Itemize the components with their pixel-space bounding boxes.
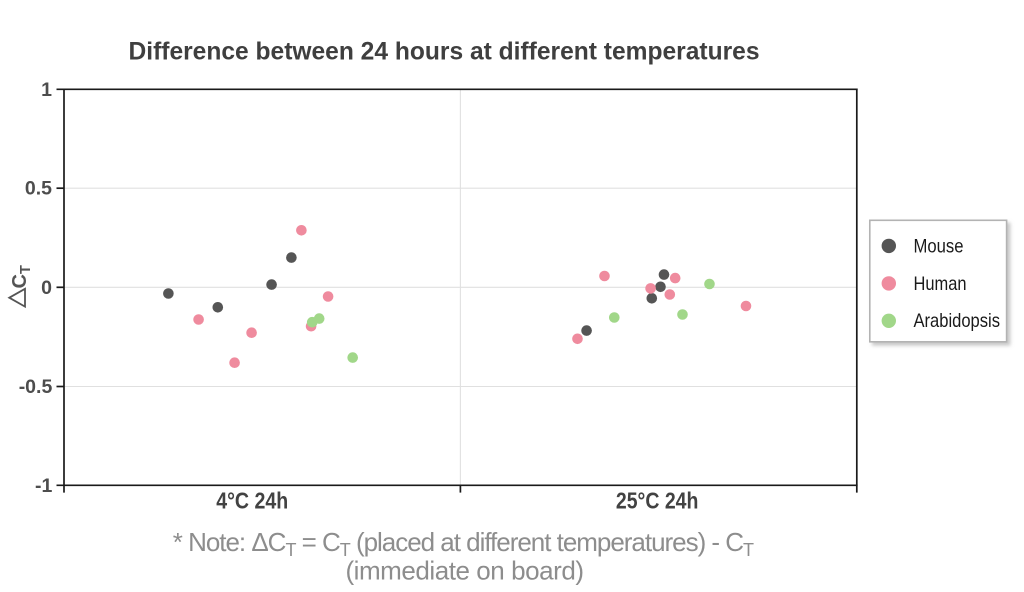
svg-text:25°C 24h: 25°C 24h — [616, 488, 699, 514]
svg-text:1: 1 — [41, 79, 52, 101]
svg-text:-0.5: -0.5 — [19, 376, 53, 398]
svg-text:* Note: ΔCT = CT (placed at di: * Note: ΔCT = CT (placed at different te… — [173, 527, 754, 560]
svg-text:0: 0 — [41, 277, 52, 299]
svg-text:Difference between 24 hours at: Difference between 24 hours at different… — [129, 37, 760, 65]
svg-text:-1: -1 — [35, 475, 52, 497]
svg-text:(immediate on board): (immediate on board) — [345, 556, 583, 586]
svg-text:0.5: 0.5 — [25, 178, 52, 200]
svg-text:Mouse: Mouse — [914, 235, 964, 257]
svg-text:Human: Human — [914, 273, 967, 295]
svg-text:4°C 24h: 4°C 24h — [216, 488, 288, 514]
svg-text:Arabidopsis: Arabidopsis — [914, 310, 1001, 332]
